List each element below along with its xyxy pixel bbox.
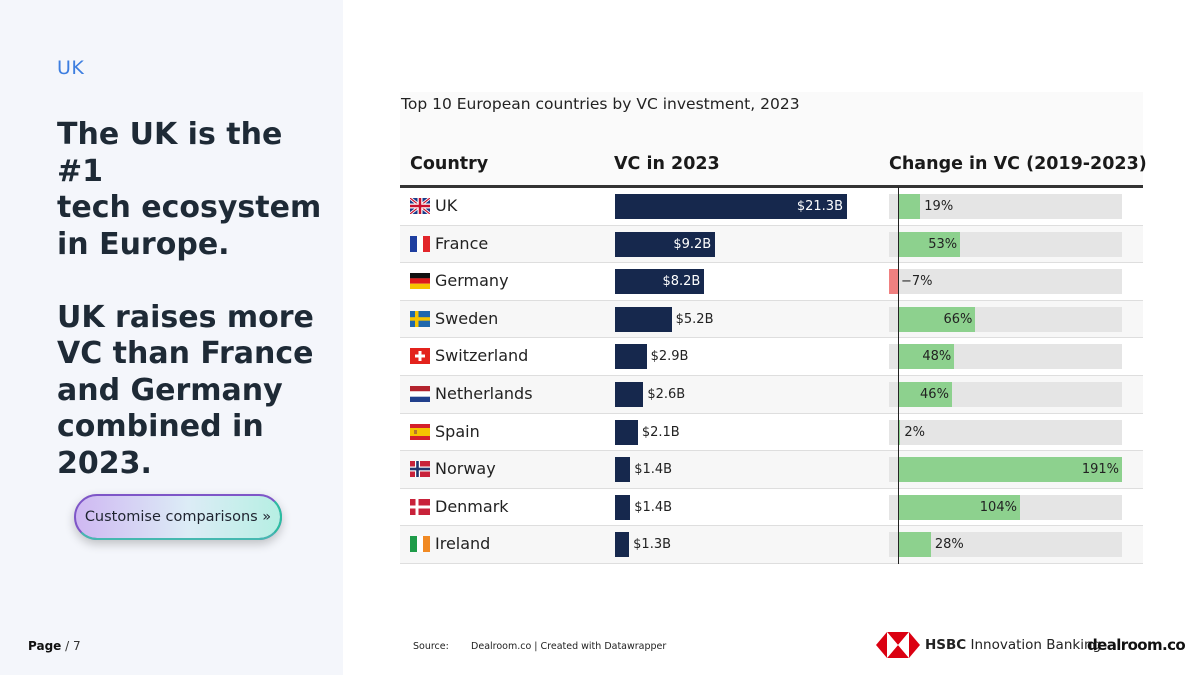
column-header-vc: VC in 2023 <box>614 154 720 174</box>
change-value-label: 46% <box>920 386 949 402</box>
country-name: Netherlands <box>435 383 533 403</box>
change-value-label: 191% <box>1081 462 1119 478</box>
change-bar <box>898 532 931 558</box>
change-value-label: 2% <box>904 424 925 440</box>
dealroom-logo: dealroom.co <box>1087 636 1186 654</box>
vc-bar <box>615 269 705 295</box>
vc-value-label: $2.6B <box>647 386 686 402</box>
table-row: Norway $1.4B 191% <box>400 451 1143 489</box>
table-row: Denmark $1.4B 104% <box>400 488 1143 527</box>
norway-flag-icon <box>410 461 430 478</box>
table-row: UK $21.3B 19% <box>400 188 1143 226</box>
column-header-country: Country <box>410 154 489 174</box>
vc-bar <box>615 231 716 257</box>
table-row: Sweden $5.2B 66% <box>400 300 1143 339</box>
country-name: Sweden <box>435 308 499 328</box>
hsbc-brand: HSBC <box>925 637 967 653</box>
change-value-label: 28% <box>934 537 964 553</box>
vc-value-label: $2.1B <box>641 424 680 440</box>
change-bar <box>898 457 1122 483</box>
ireland-flag-icon <box>410 536 430 553</box>
vc-value-label: $1.4B <box>634 462 673 478</box>
country-name: Spain <box>435 421 480 441</box>
vc-value-label: $1.3B <box>633 537 672 553</box>
vc-value-label: $21.3B <box>796 199 843 214</box>
change-bar <box>898 194 921 219</box>
switzerland-flag-icon <box>410 348 430 365</box>
table-row: Switzerland $2.9B 48% <box>400 338 1143 376</box>
customise-comparisons-button[interactable]: Customise comparisons » <box>74 494 282 540</box>
netherlands-flag-icon <box>410 385 430 402</box>
country-name: Germany <box>435 271 509 291</box>
country-name: UK <box>435 196 458 215</box>
left-panel <box>0 0 343 675</box>
sweden-flag-icon <box>410 310 430 327</box>
source-note: Source: Dealroom.co | Created with Dataw… <box>413 641 666 652</box>
hsbc-wordmark: HSBC Innovation Banking <box>925 637 1101 653</box>
change-bar <box>898 306 976 332</box>
vc-value-label: $1.4B <box>634 499 673 515</box>
vc-bar <box>615 494 631 520</box>
denmark-flag-icon <box>410 498 430 515</box>
hsbc-sub: Innovation Banking <box>970 637 1102 653</box>
vc-bar <box>615 532 630 558</box>
page-label: Page <box>28 639 62 653</box>
germany-flag-icon <box>410 273 430 290</box>
zero-line <box>897 187 899 564</box>
chart-rows: UK $21.3B 19% France $9.2B 53% Germany $8.2B −7%… <box>400 188 1143 564</box>
column-header-change: Change in VC (2019-2023) <box>889 154 1147 174</box>
table-row: Spain $2.1B 2% <box>400 413 1143 452</box>
change-bar <box>898 344 955 370</box>
change-bar <box>898 494 1020 520</box>
hsbc-hexagon-icon <box>876 632 920 658</box>
change-track <box>889 419 1122 445</box>
uk-flag-icon <box>410 198 430 214</box>
header-rule <box>400 185 1143 188</box>
change-value-label: 19% <box>924 199 954 214</box>
change-track <box>889 194 1122 219</box>
vc-bar <box>615 381 644 407</box>
country-name: France <box>435 233 489 253</box>
vc-value-label: $9.2B <box>673 236 712 252</box>
change-value-label: 48% <box>922 349 952 365</box>
change-track <box>889 269 1122 295</box>
change-value-label: −7% <box>901 274 933 290</box>
vc-bar <box>615 344 647 370</box>
vc-bar <box>615 457 631 483</box>
table-row: Ireland $1.3B 28% <box>400 526 1143 564</box>
country-name: Norway <box>435 459 496 479</box>
headline: The UK is the #1 tech ecosystem in Europ… <box>57 117 322 481</box>
vc-value-label: $8.2B <box>662 274 701 290</box>
source-label: Source: <box>413 641 449 652</box>
table-row: Netherlands $2.6B 46% <box>400 375 1143 414</box>
change-value-label: 104% <box>979 499 1017 515</box>
vc-bar <box>615 194 847 219</box>
vc-value-label: $5.2B <box>675 311 714 327</box>
change-bar <box>898 381 952 407</box>
table-row: Germany $8.2B −7% <box>400 263 1143 301</box>
region-label: UK <box>57 57 85 79</box>
page-number: Page / 7 <box>28 639 81 653</box>
table-row: France $9.2B 53% <box>400 225 1143 264</box>
country-name: Switzerland <box>435 346 529 366</box>
change-bar <box>889 269 898 295</box>
country-name: Ireland <box>435 534 491 554</box>
change-bar <box>898 231 961 257</box>
vc-value-label: $2.9B <box>650 349 689 365</box>
france-flag-icon <box>410 235 430 252</box>
vc-bar <box>615 306 672 332</box>
page-total: / 7 <box>65 639 81 653</box>
vc-bar <box>615 419 638 445</box>
hsbc-logo: HSBC Innovation Banking <box>876 632 1101 658</box>
change-value-label: 66% <box>943 311 973 327</box>
spain-flag-icon <box>410 423 430 440</box>
change-bar <box>898 419 901 445</box>
chart-title: Top 10 European countries by VC investme… <box>401 95 800 113</box>
source-text: Dealroom.co | Created with Datawrapper <box>471 641 667 652</box>
change-value-label: 53% <box>928 236 958 252</box>
country-name: Denmark <box>435 496 509 516</box>
